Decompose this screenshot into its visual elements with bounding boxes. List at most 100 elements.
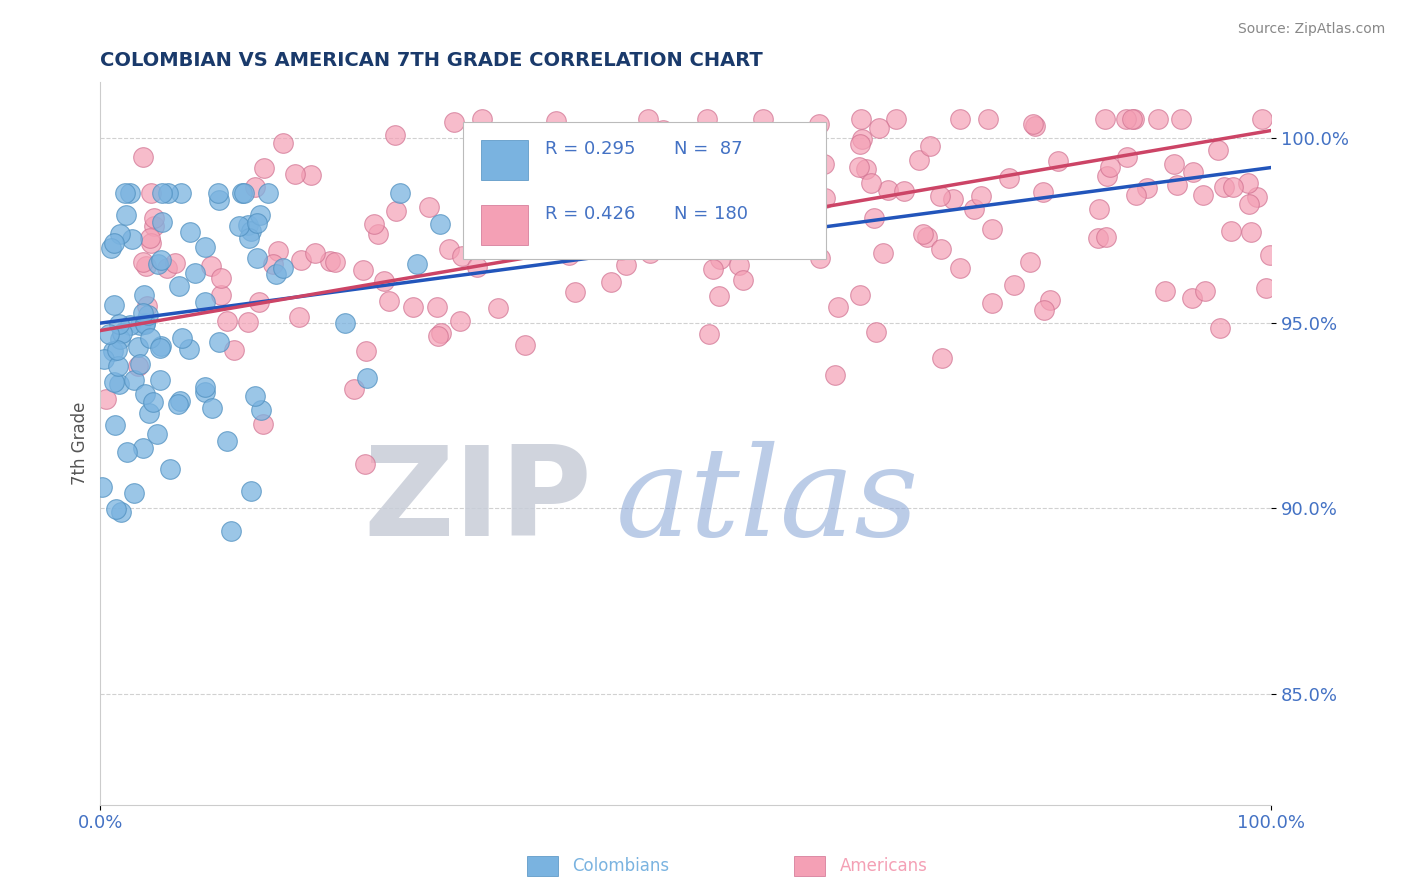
Point [929,242,952,256]
Point [240,224,263,238]
Point [610,244,633,258]
Point [246,251,269,265]
Text: COLOMBIAN VS AMERICAN 7TH GRADE CORRELATION CHART: COLOMBIAN VS AMERICAN 7TH GRADE CORRELAT… [100,51,763,70]
Point [93,352,115,367]
Point [194,380,217,394]
Point [384,128,406,143]
Point [637,112,659,127]
Point [704,145,727,159]
Point [108,376,131,391]
Point [471,112,494,127]
Point [942,192,965,206]
FancyBboxPatch shape [464,122,827,260]
Point [105,343,128,358]
Point [170,186,193,201]
Point [920,138,942,153]
Point [117,444,139,458]
Point [132,287,155,301]
Point [877,183,900,197]
Point [491,200,513,214]
Point [1170,112,1192,127]
Point [142,219,165,234]
Point [406,257,429,271]
Point [90,480,112,494]
Point [233,186,256,201]
Point [104,418,127,433]
Point [884,112,907,127]
Point [1123,112,1146,127]
Point [139,331,162,345]
Point [752,112,775,127]
Point [443,114,465,128]
Point [378,294,401,309]
Point [1095,230,1118,244]
Point [1237,176,1260,190]
Point [134,316,156,330]
Point [110,505,132,519]
Point [103,375,125,389]
Point [288,310,311,325]
Point [146,257,169,271]
Point [101,343,124,358]
Point [100,241,122,255]
Point [668,178,690,192]
Point [451,249,474,263]
Bar [481,205,527,245]
Point [367,227,389,241]
Point [579,235,602,250]
Point [115,208,138,222]
Point [238,231,260,245]
Point [236,314,259,328]
Text: atlas: atlas [616,441,920,562]
Point [731,273,754,287]
Text: N = 180: N = 180 [673,205,748,223]
Point [354,344,377,359]
Point [136,309,159,323]
Point [194,384,217,399]
Point [1251,112,1274,127]
Point [319,254,342,268]
Point [558,248,581,262]
Point [868,120,890,135]
Point [872,246,894,260]
Point [256,186,278,201]
Point [970,189,993,203]
Point [564,285,586,299]
Point [627,220,650,235]
Point [756,240,779,254]
Point [1115,112,1137,127]
Point [855,161,877,176]
Point [808,117,831,131]
Point [267,244,290,259]
Point [110,332,132,346]
Point [127,340,149,354]
Point [167,278,190,293]
Point [865,325,887,339]
Point [224,343,246,357]
Point [808,251,831,265]
Point [247,295,270,310]
Text: R = 0.426: R = 0.426 [546,205,636,223]
Point [893,184,915,198]
Point [299,169,322,183]
Point [129,318,152,332]
Point [141,235,163,250]
Point [962,202,984,216]
Point [217,314,239,328]
Point [169,393,191,408]
Point [352,262,374,277]
Point [157,186,180,201]
Point [343,382,366,396]
Point [1033,302,1056,317]
Point [111,326,134,340]
Point [1192,188,1215,202]
Point [1087,231,1109,245]
Point [1121,112,1143,127]
Point [567,136,589,151]
Point [132,306,155,320]
Point [105,502,128,516]
Point [122,486,145,500]
Point [449,314,471,328]
Bar [481,140,527,180]
Point [640,235,662,249]
